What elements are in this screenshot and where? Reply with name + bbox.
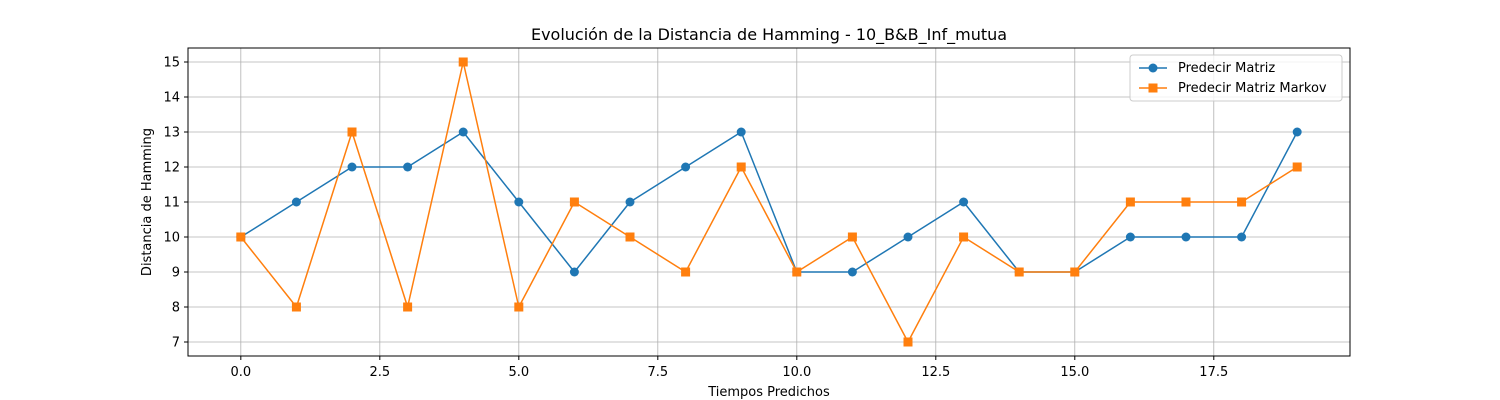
x-axis-ticks: 0.0 2.5 5.0 7.5 10.0 12.5 15.0 17.5: [230, 356, 1228, 380]
data-point-predecir-matriz-markov: [347, 127, 357, 137]
data-point-predecir-matriz-markov: [847, 232, 857, 242]
data-point-predecir-matriz: [403, 162, 413, 172]
x-tick-label: 10.0: [782, 365, 811, 380]
y-tick-label: 8: [172, 301, 180, 316]
data-point-predecir-matriz: [625, 197, 635, 207]
data-point-predecir-matriz-markov: [1125, 197, 1135, 207]
data-point-predecir-matriz-markov: [569, 197, 579, 207]
legend-marker-circle-icon: [1148, 63, 1158, 73]
data-point-predecir-matriz-markov: [236, 232, 246, 242]
data-point-predecir-matriz: [1292, 127, 1302, 137]
data-point-predecir-matriz: [458, 127, 468, 137]
data-point-predecir-matriz-markov: [625, 232, 635, 242]
y-tick-label: 11: [163, 196, 180, 211]
legend-label-predecir-matriz-markov: Predecir Matriz Markov: [1178, 81, 1327, 96]
series-group: [236, 57, 1302, 347]
y-tick-label: 9: [172, 266, 180, 281]
data-point-predecir-matriz-markov: [458, 57, 468, 67]
data-point-predecir-matriz-markov: [1292, 162, 1302, 172]
x-tick-label: 17.5: [1199, 365, 1228, 380]
data-point-predecir-matriz: [347, 162, 357, 172]
series-line-predecir-matriz-markov: [240, 61, 1298, 343]
data-point-predecir-matriz: [847, 267, 857, 277]
data-point-predecir-matriz-markov: [291, 302, 301, 312]
x-tick-label: 7.5: [647, 365, 668, 380]
data-point-predecir-matriz-markov: [736, 162, 746, 172]
y-tick-label: 13: [163, 126, 180, 141]
data-point-predecir-matriz-markov: [403, 302, 413, 312]
data-point-predecir-matriz: [903, 232, 913, 242]
data-point-predecir-matriz: [681, 162, 691, 172]
data-point-predecir-matriz-markov: [1181, 197, 1191, 207]
chart-title: Evolución de la Distancia de Hamming - 1…: [531, 25, 1007, 45]
data-point-predecir-matriz-markov: [1070, 267, 1080, 277]
data-point-predecir-matriz: [1125, 232, 1135, 242]
y-tick-label: 14: [163, 91, 180, 106]
legend-label-predecir-matriz: Predecir Matriz: [1178, 61, 1275, 76]
data-point-predecir-matriz-markov: [514, 302, 524, 312]
data-point-predecir-matriz: [959, 197, 969, 207]
data-point-predecir-matriz-markov: [1014, 267, 1024, 277]
y-tick-label: 12: [163, 161, 180, 176]
y-tick-label: 15: [163, 56, 180, 71]
y-axis-ticks: 7 8 9 10 11 12 13 14 15: [163, 56, 188, 351]
x-tick-label: 5.0: [508, 365, 529, 380]
data-point-predecir-matriz: [1237, 232, 1247, 242]
data-point-predecir-matriz: [1181, 232, 1191, 242]
data-point-predecir-matriz-markov: [903, 337, 913, 347]
x-tick-label: 12.5: [921, 365, 950, 380]
data-point-predecir-matriz: [291, 197, 301, 207]
data-point-predecir-matriz: [514, 197, 524, 207]
data-point-predecir-matriz: [736, 127, 746, 137]
x-tick-label: 0.0: [230, 365, 251, 380]
data-point-predecir-matriz-markov: [1237, 197, 1247, 207]
data-point-predecir-matriz-markov: [681, 267, 691, 277]
x-tick-label: 15.0: [1060, 365, 1089, 380]
data-point-predecir-matriz-markov: [792, 267, 802, 277]
y-tick-label: 10: [163, 231, 180, 246]
y-tick-label: 7: [172, 336, 180, 351]
x-tick-label: 2.5: [369, 365, 390, 380]
series-line-predecir-matriz: [240, 131, 1298, 273]
data-point-predecir-matriz: [569, 267, 579, 277]
y-axis-label: Distancia de Hamming: [140, 128, 155, 276]
x-axis-label: Tiempos Predichos: [707, 385, 830, 400]
legend-marker-square-icon: [1148, 83, 1158, 93]
legend: Predecir Matriz Predecir Matriz Markov: [1129, 54, 1343, 102]
legend-box: [1129, 54, 1343, 102]
data-point-predecir-matriz-markov: [959, 232, 969, 242]
